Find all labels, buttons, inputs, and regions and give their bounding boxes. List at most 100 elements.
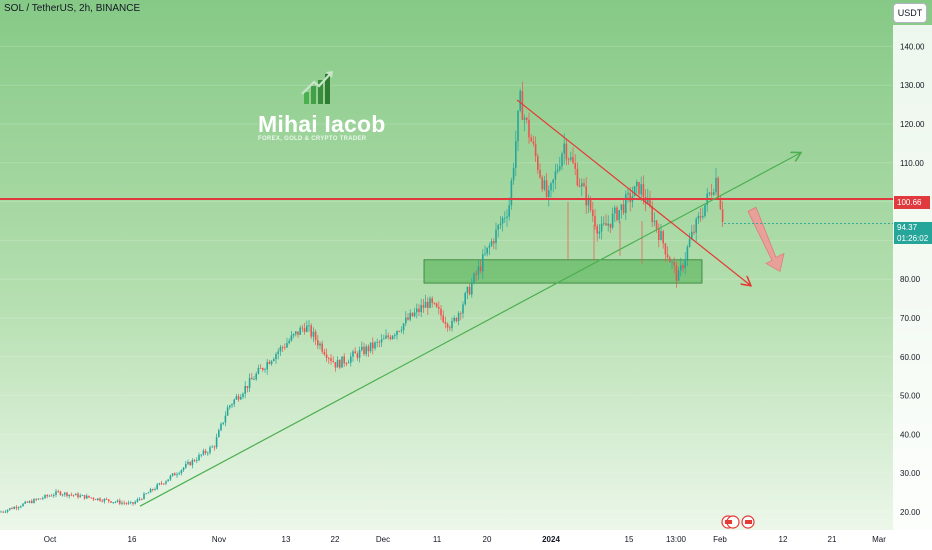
- candle-body: [196, 460, 198, 462]
- watermark-tagline: FOREX, GOLD & CRYPTO TRADER: [258, 136, 367, 142]
- candle-body: [35, 499, 37, 500]
- candle-body: [537, 156, 539, 170]
- candle-body: [482, 254, 484, 272]
- candle-body: [284, 347, 286, 349]
- symbol-title: SOL / TetherUS, 2h, BINANCE: [4, 3, 141, 14]
- candle-body: [246, 385, 249, 389]
- candle-body: [416, 308, 418, 313]
- candle-body: [141, 499, 143, 500]
- candle-body: [471, 282, 473, 295]
- candle-body: [389, 337, 392, 339]
- candle-body: [202, 450, 205, 455]
- candle-body: [297, 331, 299, 335]
- candle-body: [193, 460, 196, 462]
- ascending-trendline: [139, 153, 800, 507]
- candle-body: [396, 331, 398, 335]
- candle-body: [405, 317, 407, 324]
- candle-body: [691, 231, 693, 240]
- candle-body: [345, 363, 348, 365]
- candle-body: [28, 501, 31, 503]
- candle-body: [697, 215, 700, 219]
- candle-body: [15, 507, 18, 509]
- candle-body: [611, 213, 614, 228]
- candle-body: [211, 446, 213, 448]
- candle-body: [596, 226, 598, 234]
- candle-body: [506, 216, 508, 218]
- candle-body: [636, 181, 638, 187]
- candle-body: [666, 254, 669, 258]
- candle-body: [191, 460, 194, 466]
- candle-body: [97, 498, 99, 500]
- candle-body: [11, 508, 13, 509]
- candle-body: [255, 373, 257, 380]
- candle-body: [336, 360, 339, 368]
- bar-countdown: 01:26:02: [897, 234, 929, 243]
- x-tick-label: 12: [779, 535, 788, 544]
- candle-body: [587, 198, 590, 206]
- candle-body: [708, 192, 711, 194]
- x-tick-label: 21: [828, 535, 837, 544]
- candle-body: [598, 231, 601, 234]
- candle-body: [266, 361, 268, 370]
- candle-body: [517, 110, 519, 142]
- candle-body: [198, 454, 200, 461]
- candle-body: [702, 216, 704, 218]
- candle-body: [253, 379, 255, 381]
- candle-body: [220, 423, 222, 431]
- candle-body: [308, 325, 310, 327]
- candle-body: [224, 415, 227, 423]
- candle-body: [147, 492, 150, 494]
- candle-body: [453, 317, 455, 322]
- candle-body: [226, 407, 229, 416]
- candle-body: [387, 335, 389, 338]
- candle-body: [350, 356, 352, 363]
- candle-body: [528, 119, 530, 138]
- y-tick-label: 70.00: [900, 314, 921, 323]
- candle-body: [17, 507, 20, 509]
- watermark-name: Mihai Iacob: [258, 111, 386, 137]
- candle-body: [435, 303, 438, 308]
- candle-body: [50, 495, 53, 497]
- candle-body: [171, 473, 174, 476]
- currency-button[interactable]: USDT: [893, 3, 927, 23]
- candle-body: [13, 507, 15, 509]
- candle-body: [614, 207, 616, 214]
- candle-body: [442, 315, 444, 323]
- candle-body: [79, 495, 81, 498]
- price-axis-panel: [893, 25, 932, 530]
- watermark-logo-icon: [301, 71, 333, 104]
- candle-body: [299, 327, 301, 335]
- candle-body: [653, 220, 656, 222]
- candle-body: [592, 210, 594, 217]
- candle-body: [356, 353, 359, 358]
- candle-body: [119, 500, 121, 504]
- candle-body: [0, 511, 2, 513]
- candle-body: [361, 346, 363, 351]
- candle-body: [460, 313, 462, 314]
- candle-body: [699, 215, 702, 218]
- candle-body: [86, 495, 88, 499]
- candle-body: [290, 335, 293, 341]
- candle-body: [75, 493, 77, 496]
- candle-body: [374, 342, 376, 349]
- candle-body: [625, 194, 627, 213]
- current-price-value: 94.37: [897, 223, 918, 232]
- candle-body: [286, 343, 288, 348]
- candle-body: [605, 223, 607, 226]
- candle-body: [545, 180, 548, 197]
- candle-body: [154, 489, 156, 490]
- candle-body: [22, 503, 24, 507]
- candle-body: [391, 335, 394, 339]
- candle-body: [385, 335, 387, 339]
- candle-body: [354, 351, 356, 354]
- x-tick-label: Dec: [376, 535, 390, 544]
- candle-body: [457, 313, 460, 322]
- candle-body: [235, 396, 238, 400]
- candle-body: [607, 223, 609, 226]
- candle-body: [105, 498, 108, 500]
- candle-body: [618, 210, 620, 221]
- candle-body: [680, 265, 682, 271]
- candle-body: [526, 117, 528, 120]
- candle-body: [721, 209, 724, 222]
- candle-body: [9, 508, 11, 510]
